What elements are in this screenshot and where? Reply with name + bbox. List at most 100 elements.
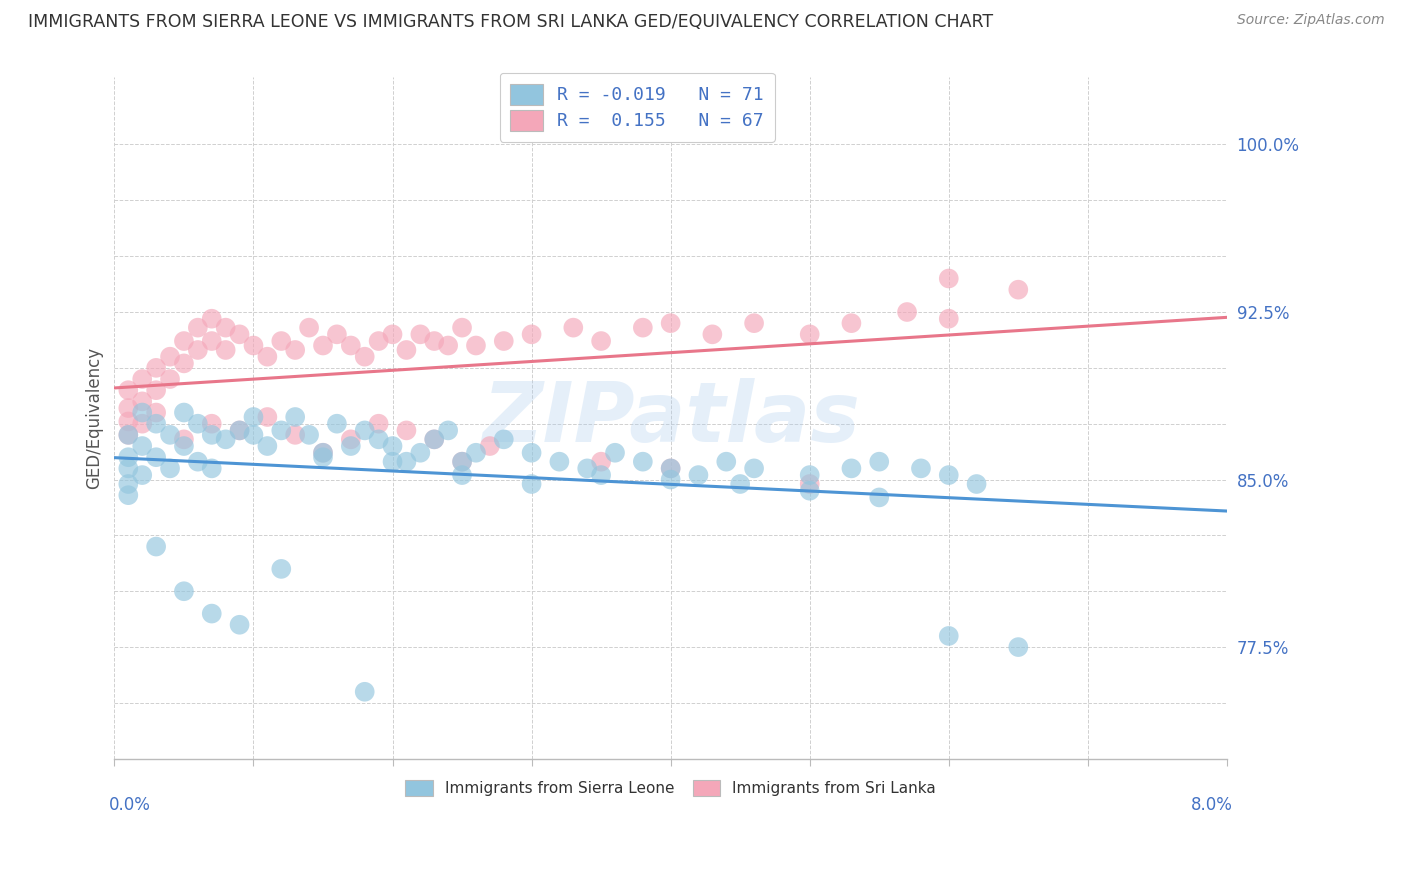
Point [201,428,224,442]
Point [437,424,460,438]
Legend: Immigrants from Sierra Leone, Immigrants from Sri Lanka: Immigrants from Sierra Leone, Immigrants… [399,774,942,802]
Point [117,428,139,442]
Point [145,417,167,431]
Point [423,433,446,447]
Point [938,629,960,643]
Point [841,316,863,330]
Point [381,327,404,342]
Point [742,461,765,475]
Point [228,424,250,438]
Point [270,562,292,576]
Point [591,468,613,483]
Point [145,405,167,419]
Point [145,383,167,397]
Point [353,424,375,438]
Point [938,468,960,483]
Point [284,343,307,357]
Point [298,428,321,442]
Point [117,383,139,397]
Point [131,439,153,453]
Point [201,417,224,431]
Point [353,350,375,364]
Point [591,455,613,469]
Point [938,271,960,285]
Point [173,433,195,447]
Point [173,584,195,599]
Point [117,401,139,415]
Point [841,461,863,475]
Point [451,455,474,469]
Point [201,461,224,475]
Point [562,320,585,334]
Point [145,540,167,554]
Point [187,455,209,469]
Point [117,450,139,465]
Text: 8.0%: 8.0% [1191,797,1233,814]
Point [465,338,488,352]
Point [799,468,821,483]
Point [326,417,349,431]
Point [659,473,682,487]
Point [312,338,335,352]
Point [131,372,153,386]
Text: Source: ZipAtlas.com: Source: ZipAtlas.com [1237,13,1385,28]
Point [173,405,195,419]
Point [367,433,389,447]
Point [159,372,181,386]
Point [520,327,543,342]
Point [159,461,181,475]
Point [409,327,432,342]
Point [478,439,501,453]
Point [173,356,195,370]
Point [799,483,821,498]
Point [187,343,209,357]
Point [799,327,821,342]
Point [1007,640,1029,654]
Point [145,450,167,465]
Point [117,488,139,502]
Point [214,433,236,447]
Point [395,455,418,469]
Point [242,409,264,424]
Point [131,417,153,431]
Point [576,461,599,475]
Point [242,428,264,442]
Point [659,316,682,330]
Point [716,455,738,469]
Point [214,343,236,357]
Point [702,327,724,342]
Point [742,316,765,330]
Point [591,334,613,348]
Point [256,409,278,424]
Text: 0.0%: 0.0% [108,797,150,814]
Point [451,468,474,483]
Y-axis label: GED/Equivalency: GED/Equivalency [86,347,103,489]
Point [201,607,224,621]
Point [228,424,250,438]
Point [187,417,209,431]
Point [117,414,139,428]
Point [340,439,363,453]
Point [256,350,278,364]
Point [659,461,682,475]
Point [117,428,139,442]
Point [423,334,446,348]
Point [312,450,335,465]
Point [437,338,460,352]
Point [340,338,363,352]
Point [256,439,278,453]
Point [868,455,890,469]
Text: ZIPatlas: ZIPatlas [482,377,859,458]
Point [228,617,250,632]
Point [1007,283,1029,297]
Point [548,455,571,469]
Point [381,455,404,469]
Point [201,334,224,348]
Point [284,409,307,424]
Point [312,446,335,460]
Point [298,320,321,334]
Point [228,327,250,342]
Point [187,320,209,334]
Point [492,433,515,447]
Point [270,424,292,438]
